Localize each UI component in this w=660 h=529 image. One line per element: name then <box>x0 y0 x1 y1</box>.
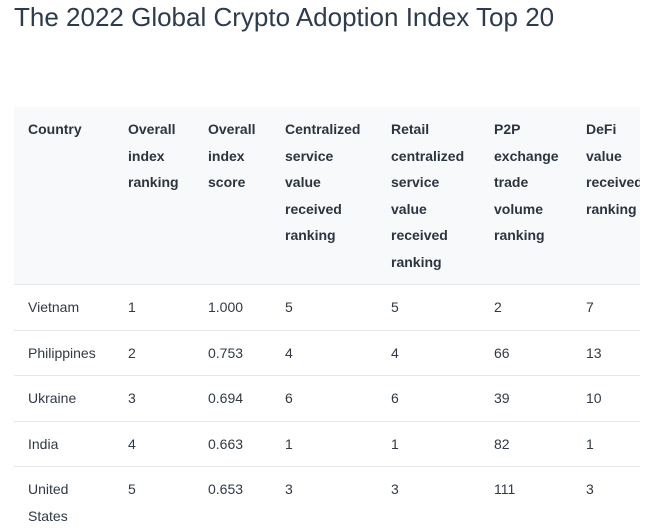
table-cell: 5 <box>271 284 377 331</box>
table-cell: 5 <box>114 466 194 529</box>
table-cell: 3 <box>114 375 194 422</box>
table-cell: 2 <box>480 284 572 331</box>
table-cell: 1 <box>114 284 194 331</box>
table-cell: 0.694 <box>194 375 271 422</box>
column-header: Retail centralized service value receive… <box>377 107 480 285</box>
column-header: Country <box>14 107 114 285</box>
table-cell: 10 <box>572 375 640 422</box>
table-cell: 111 <box>480 466 572 529</box>
column-header: P2P exchange trade volume ranking <box>480 107 572 285</box>
table-cell: 4 <box>377 330 480 376</box>
table-cell: India <box>14 421 114 467</box>
table-cell: 39 <box>480 375 572 422</box>
column-header: Overall index score <box>194 107 271 285</box>
table-cell: Philippines <box>14 330 114 376</box>
table-cell: 5 <box>377 284 480 331</box>
table-row: Philippines 2 0.753 4 4 66 13 <box>14 330 640 376</box>
table-cell: 4 <box>114 421 194 467</box>
table-row: Vietnam 1 1.000 5 5 2 7 <box>14 284 640 331</box>
table-cell: 1.000 <box>194 284 271 331</box>
table-cell: 7 <box>572 284 640 331</box>
table-cell: 66 <box>480 330 572 376</box>
table-cell: 1 <box>271 421 377 467</box>
column-header: DeFi value received ranking <box>572 107 640 285</box>
table-cell: 1 <box>377 421 480 467</box>
page-title: The 2022 Global Crypto Adoption Index To… <box>14 2 555 32</box>
table-cell: 0.653 <box>194 466 271 529</box>
table-cell: 3 <box>572 466 640 529</box>
table-cell: 0.663 <box>194 421 271 467</box>
table-cell: Vietnam <box>14 284 114 331</box>
table-cell: 4 <box>271 330 377 376</box>
table-row: United States 5 0.653 3 3 111 3 <box>14 466 640 529</box>
header-row: Country Overall index ranking Overall inde… <box>14 107 640 285</box>
table-cell: Ukraine <box>14 375 114 422</box>
table-cell: 0.753 <box>194 330 271 376</box>
column-header: Overall index ranking <box>114 107 194 285</box>
adoption-table: Country Overall index ranking Overall inde… <box>14 107 640 529</box>
table-cell: 1 <box>572 421 640 467</box>
table-row: Ukraine 3 0.694 6 6 39 10 <box>14 375 640 422</box>
table-head: Country Overall index ranking Overall inde… <box>14 107 640 285</box>
table-cell: 6 <box>271 375 377 422</box>
table-cell: 82 <box>480 421 572 467</box>
table-container: Country Overall index ranking Overall inde… <box>14 107 640 529</box>
table-body: Vietnam 1 1.000 5 5 2 7 Philippines 2 0.753 4 4 66 13… <box>14 284 640 529</box>
table-cell: 2 <box>114 330 194 376</box>
table-row: India 4 0.663 1 1 82 1 <box>14 421 640 467</box>
table-cell: 13 <box>572 330 640 376</box>
table-cell: United States <box>14 466 114 529</box>
table-cell: 3 <box>377 466 480 529</box>
column-header: Centralized service value received ranki… <box>271 107 377 285</box>
table-cell: 6 <box>377 375 480 422</box>
table-cell: 3 <box>271 466 377 529</box>
